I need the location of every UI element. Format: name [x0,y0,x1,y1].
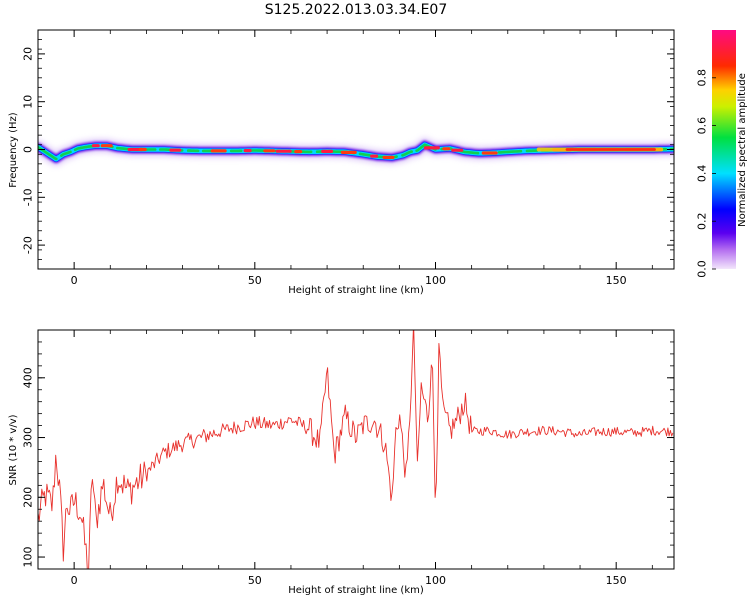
spectrogram-y-tick-label-2: 0 [22,146,35,153]
spectrogram-x-tick-label-3: 150 [606,274,627,287]
spectrogram-ridge [38,137,674,167]
snr-y-tick-label-0: 100 [22,547,35,568]
ridge-hotspot [382,155,395,159]
snr-ticks: 0 50 100 150 100 200 300 400 [22,329,674,587]
colorbar-gradient [712,30,736,269]
ridge-hotspot [275,149,292,153]
colorbar-tick-label-2: 0.4 [696,165,709,183]
snr-x-axis-label: Height of straight line (km) [288,585,424,596]
colorbar-ticks: 0.0 0.2 0.4 0.6 0.8 [696,69,716,278]
ridge-hotspots [91,144,664,159]
snr-x-tick-label-3: 150 [606,574,627,587]
ridge-hotspot [294,150,303,154]
spectrogram-y-axis-label: Frequency (Hz) [8,112,19,188]
ridge-hotspot [442,147,451,151]
spectrogram-x-axis-label: Height of straight line (km) [288,285,424,296]
ridge-hotspot [210,149,227,153]
spectrogram-y-tick-label-0: 20 [22,47,35,61]
ridge-hotspot [169,148,182,152]
spectrogram-y-tick-label-3: -10 [22,188,35,206]
snr-y-axis-label: SNR (10 * v/v) [8,414,19,485]
colorbar-tick-label-1: 0.2 [696,212,709,230]
ridge-hotspot [451,148,464,152]
snr-panel: 0 50 100 150 100 200 300 400 Height of straight… [8,329,675,596]
spectrogram-x-tick-label-2: 100 [425,274,446,287]
spectrogram-x-tick-label-1: 50 [248,274,262,287]
ridge-hotspot [423,146,440,150]
ridge-hotspot [138,147,147,152]
colorbar-tick-label-0: 0.0 [696,260,709,278]
figure-title: S125.2022.013.03.34.E07 [265,2,448,18]
spectrogram-x-tick-label-0: 0 [71,274,78,287]
ridge-hotspot [243,149,252,153]
colorbar-tick-label-4: 0.8 [696,69,709,87]
spectrogram-y-tick-label-1: 10 [22,95,35,109]
ridge-hotspot [100,144,113,148]
colorbar-label: Normalized spectral amplitude [737,73,748,227]
snr-y-tick-label-3: 400 [22,367,35,388]
snr-x-tick-label-0: 0 [71,574,78,587]
colorbar: 0.0 0.2 0.4 0.6 0.8 Normalized spectral ampl… [696,30,748,278]
snr-y-tick-label-1: 200 [22,487,35,508]
snr-y-tick-label-2: 300 [22,427,35,448]
snr-axes-frame [37,329,675,570]
spectrogram-y-tick-label-4: -20 [22,236,35,254]
snr-x-tick-label-1: 50 [248,574,262,587]
snr-x-tick-label-2: 100 [425,574,446,587]
ridge-band-red [565,148,656,151]
ridge-hotspot [91,144,100,148]
colorbar-tick-label-3: 0.6 [696,117,709,135]
snr-series-line [38,330,674,569]
ridge-hotspot [263,149,276,153]
ridge-hotspot [370,154,379,158]
ridge-hotspot [321,149,334,153]
ridge-hotspot [481,151,498,155]
ridge-hotspot [340,150,357,154]
